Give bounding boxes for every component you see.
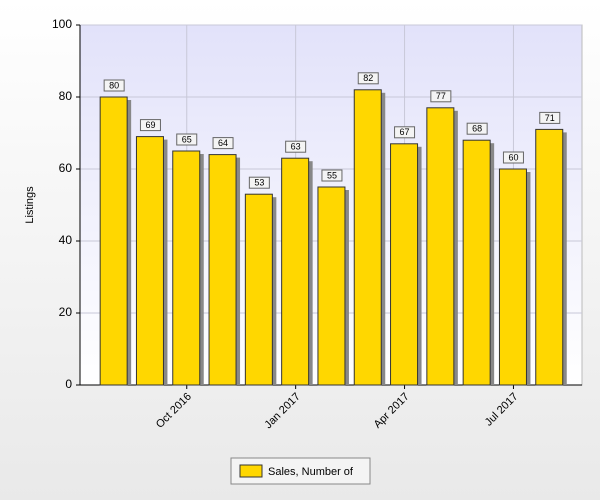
value-label-box [103,79,125,92]
value-label-box [212,137,234,150]
value-label-box [176,133,198,146]
value-label-box [357,72,379,85]
bar [390,143,419,386]
bar [172,150,201,386]
legend-label: Sales, Number of [268,466,354,478]
bar [244,193,273,386]
value-label-box [539,111,561,124]
value-label: 68 [472,124,482,134]
value-label: 63 [291,142,301,152]
value-label-box [285,140,307,153]
y-axis-title: Listings [24,186,36,224]
value-label: 53 [254,178,264,188]
value-label-box [321,169,343,182]
y-tick-label: 40 [59,233,73,247]
value-label: 60 [508,152,518,162]
bar [317,186,346,386]
bar [426,107,455,386]
bar [498,168,527,386]
value-label-box [430,90,452,103]
value-label-box [394,126,416,139]
bar [99,96,128,386]
value-label-box [466,122,488,135]
bar [353,89,382,386]
value-label: 55 [327,170,337,180]
value-label: 77 [436,91,446,101]
bar [135,136,164,386]
y-tick-label: 100 [52,17,72,31]
y-tick-label: 60 [59,161,73,175]
y-tick-label: 80 [59,89,73,103]
y-tick-label: 20 [59,305,73,319]
bar [535,128,564,386]
value-label-box [502,151,524,164]
value-label: 64 [218,138,228,148]
value-label: 82 [363,73,373,83]
legend: Sales, Number of [230,457,371,485]
value-label: 80 [109,80,119,90]
bar [281,157,310,386]
bar [462,139,491,386]
value-label: 69 [145,120,155,130]
bar [208,154,237,386]
y-tick-label: 0 [65,377,72,391]
value-label: 67 [400,127,410,137]
value-label: 71 [545,113,555,123]
legend-swatch [239,464,263,478]
value-label-box [248,176,270,189]
value-label: 65 [182,134,192,144]
value-label-box [139,119,161,132]
